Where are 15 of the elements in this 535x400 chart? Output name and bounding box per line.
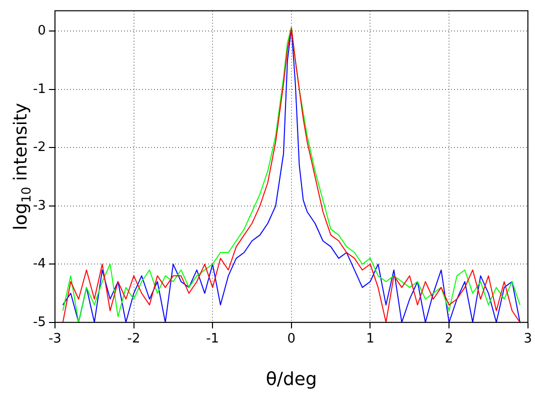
y-tick-label: -4 — [32, 256, 46, 272]
y-tick-label: 0 — [38, 24, 46, 39]
x-tick-label: -1 — [206, 332, 220, 347]
x-tick-label: -2 — [127, 332, 140, 347]
y-tick-label: -2 — [32, 140, 46, 156]
y-tick-label: -5 — [32, 314, 46, 330]
x-axis-title: θ/deg — [266, 369, 317, 390]
x-tick-label: 2 — [444, 332, 454, 347]
x-tick-label: 3 — [524, 332, 532, 347]
x-tick-label: 1 — [366, 332, 374, 347]
x-tick-label: -3 — [48, 332, 62, 347]
y-tick-label: -3 — [32, 198, 46, 214]
y-axis-title: log10 intensity — [10, 102, 34, 230]
y-tick-label: -1 — [32, 82, 46, 97]
x-tick-label: 0 — [287, 332, 296, 347]
